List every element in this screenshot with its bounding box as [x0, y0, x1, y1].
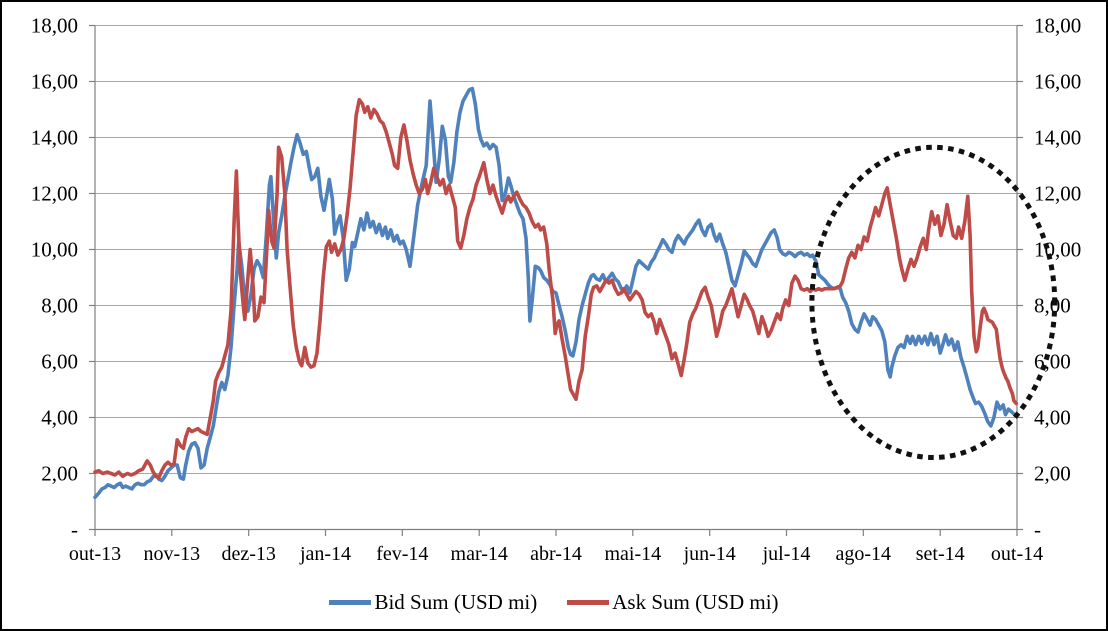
y-tick-label: 16,00 — [31, 70, 78, 94]
x-tick-label: ago-14 — [836, 543, 892, 565]
y-tick-label: - — [71, 518, 78, 542]
axis-ticks — [89, 24, 1023, 536]
x-tick-label: nov-13 — [143, 543, 200, 565]
ask-line-swatch-icon — [567, 599, 610, 605]
axis-lines — [94, 25, 1018, 531]
x-tick-label: jul-14 — [762, 543, 811, 565]
y-tick-label: 6,00 — [1034, 350, 1071, 374]
y-tick-label: 4,00 — [1034, 406, 1071, 430]
chart-legend: Bid Sum (USD mi) Ask Sum (USD mi) — [2, 587, 1106, 617]
x-tick-label: dez-13 — [221, 543, 275, 565]
ask-line — [93, 97, 1018, 480]
x-tick-label: set-14 — [916, 543, 965, 565]
y-tick-label: 10,00 — [1034, 238, 1081, 262]
y-axis-labels-right: -2,004,006,008,0010,0012,0014,0016,0018,… — [1034, 14, 1081, 542]
x-tick-label: jan-14 — [299, 543, 351, 565]
y-tick-label: 16,00 — [1034, 70, 1081, 94]
y-tick-label: 12,00 — [31, 182, 78, 206]
bid-line — [93, 86, 1017, 500]
bid-line-swatch-icon — [329, 599, 372, 605]
legend-item-ask: Ask Sum (USD mi) — [567, 589, 779, 615]
y-tick-label: 18,00 — [31, 14, 78, 38]
y-tick-label: 14,00 — [1034, 126, 1081, 150]
annotation-ellipse — [809, 144, 1058, 460]
y-tick-label: 14,00 — [31, 126, 78, 150]
legend-item-bid: Bid Sum (USD mi) — [329, 590, 537, 615]
x-tick-label: fev-14 — [376, 543, 428, 565]
x-tick-label: abr-14 — [530, 543, 582, 565]
legend-label-bid: Bid Sum (USD mi) — [374, 589, 538, 614]
y-axis-labels-left: - 2,00 4,00 6,00 8,00 10,00 12,00 14,00 16,00 18,… — [31, 14, 78, 542]
y-tick-label: 6,00 — [41, 350, 78, 374]
x-tick-label: out-14 — [991, 543, 1043, 565]
x-tick-label: out-13 — [69, 543, 121, 565]
y-tick-label: 4,00 — [41, 406, 78, 430]
legend-label-ask: Ask Sum (USD mi) — [612, 589, 779, 614]
y-tick-label: - — [1034, 518, 1041, 542]
x-tick-label: jun-14 — [683, 543, 736, 565]
x-tick-label: mar-14 — [451, 543, 508, 565]
y-tick-label: 2,00 — [41, 462, 78, 486]
y-tick-label: 12,00 — [1034, 182, 1081, 206]
y-tick-label: 10,00 — [31, 238, 78, 262]
x-tick-label: mai-14 — [604, 543, 661, 565]
y-tick-label: 18,00 — [1034, 14, 1081, 38]
y-tick-label: 2,00 — [1034, 462, 1071, 486]
x-axis-labels: out-13 nov-13 dez-13 jan-14 fev-14 mar-14 abr-… — [69, 543, 1043, 565]
y-tick-label: 8,00 — [41, 294, 78, 318]
